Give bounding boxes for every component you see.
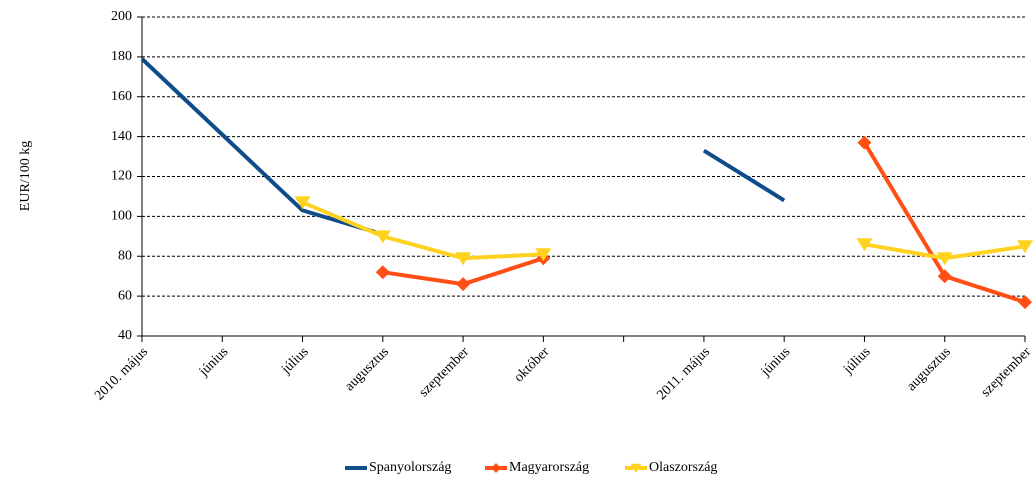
y-tick-label: 200	[111, 9, 132, 24]
legend-label: Spanyolország	[369, 460, 451, 475]
y-axis-label: EUR/100 kg	[18, 141, 33, 211]
x-tick-label: június	[758, 344, 794, 380]
y-tick-label: 40	[118, 328, 132, 343]
legend-marker	[630, 463, 642, 473]
x-tick-label: augusztus	[342, 344, 392, 394]
point-marker	[455, 252, 472, 266]
y-tick-label: 60	[118, 288, 132, 303]
point-marker	[936, 252, 953, 266]
x-tick-label: 2010. május	[92, 344, 151, 403]
x-tick-label: október	[512, 344, 553, 385]
point-marker	[857, 135, 872, 150]
legend-marker	[491, 463, 501, 473]
point-marker	[1017, 240, 1033, 254]
x-tick-label: június	[196, 344, 232, 380]
point-marker	[375, 265, 390, 280]
point-marker	[937, 269, 952, 284]
y-tick-label: 160	[111, 89, 132, 104]
point-marker	[1018, 295, 1032, 310]
point-marker	[374, 230, 391, 244]
y-tick-label: 80	[118, 248, 132, 263]
point-marker	[456, 277, 471, 292]
x-tick-label: 2011. május	[654, 344, 713, 403]
x-tick-label: július	[840, 344, 873, 377]
x-tick-label: szeptember	[417, 344, 473, 400]
x-tick-label: július	[278, 344, 311, 377]
series-line	[140, 57, 786, 237]
series-line	[382, 141, 1026, 305]
legend-label: Olaszország	[649, 460, 717, 475]
y-tick-label: 180	[111, 49, 132, 64]
point-marker	[856, 238, 873, 252]
y-tick-label: 120	[111, 169, 132, 184]
point-marker	[535, 248, 552, 262]
legend-label: Magyarország	[509, 460, 589, 475]
y-tick-label: 100	[111, 209, 132, 224]
x-tick-label: augusztus	[904, 344, 954, 394]
y-tick-label: 140	[111, 129, 132, 144]
x-tick-label: szeptember	[978, 344, 1034, 400]
point-marker	[294, 196, 311, 210]
